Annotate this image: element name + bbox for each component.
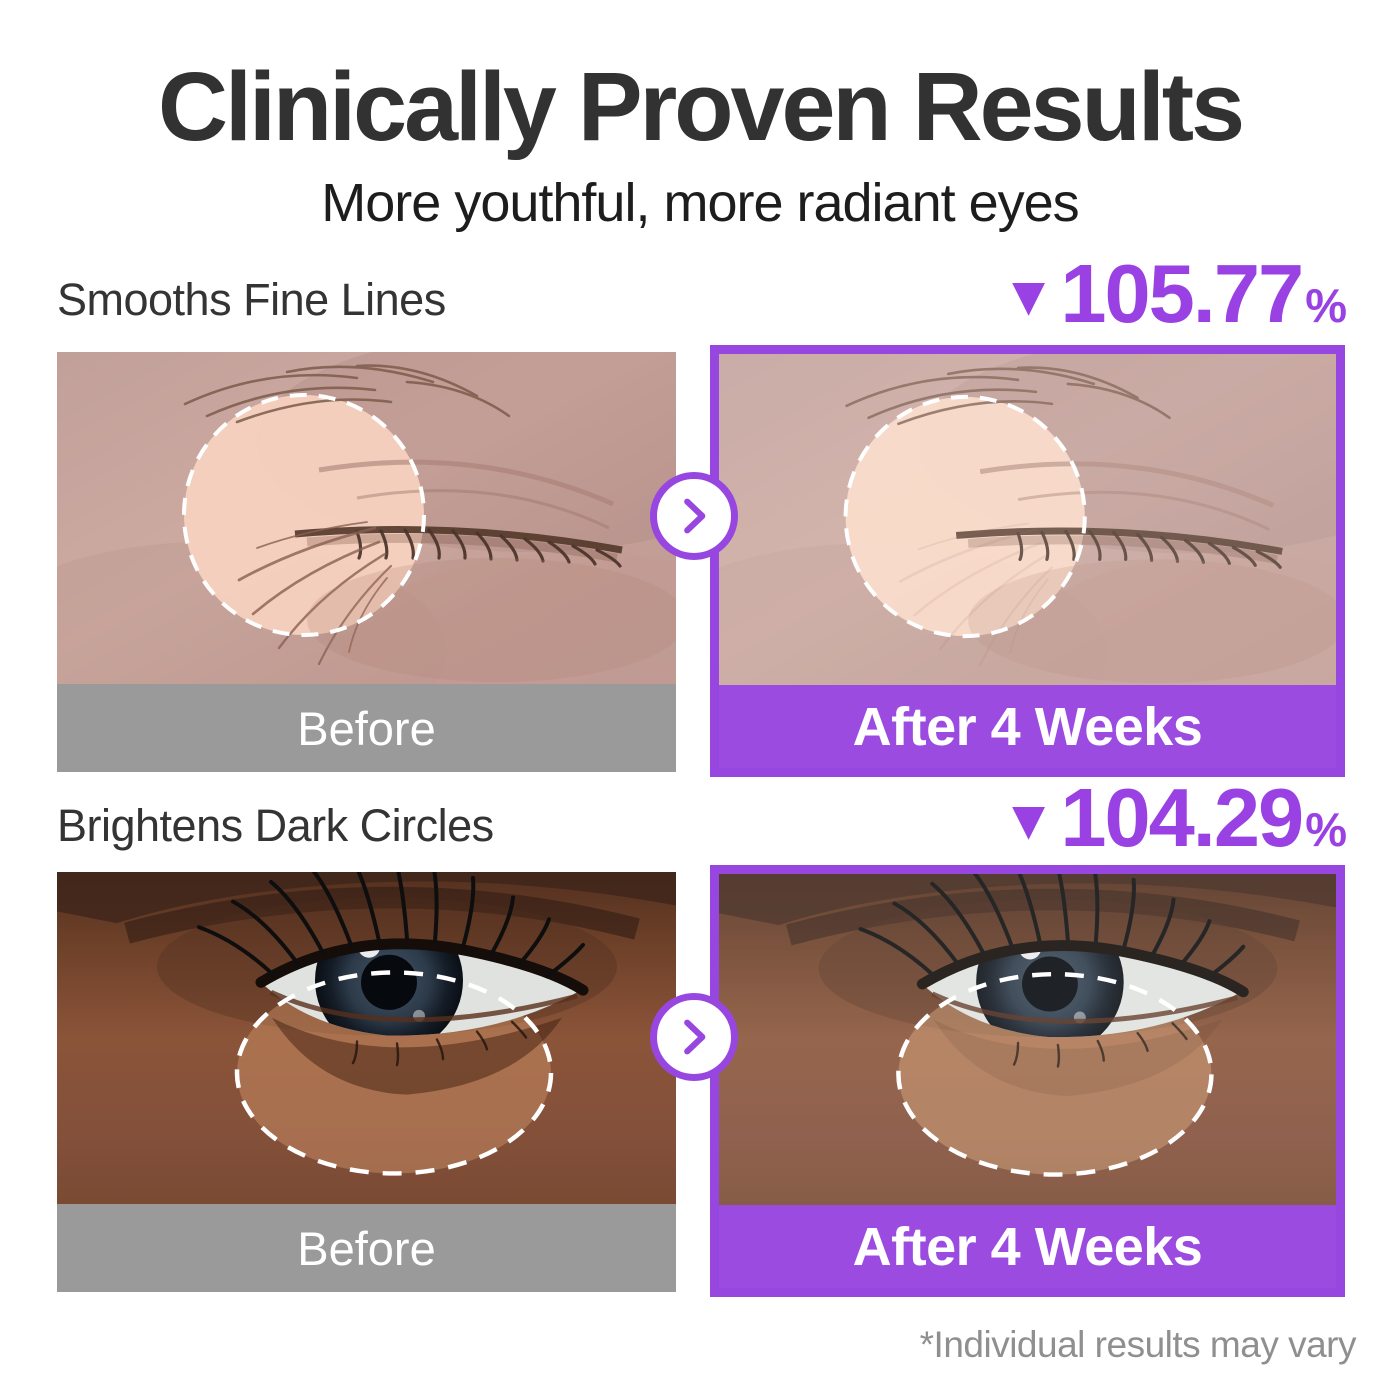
comparison-row-dark-circles: Before After 4 Weeks	[57, 865, 1345, 1297]
before-caption: Before	[57, 684, 676, 772]
arrow-badge	[650, 993, 738, 1081]
decrease-triangle-icon: ▼	[1000, 788, 1057, 851]
metric-unit: %	[1305, 279, 1347, 332]
before-caption: Before	[57, 1204, 676, 1292]
claim-label-fine-lines: Smooths Fine Lines	[57, 274, 446, 325]
claim-label-dark-circles: Brightens Dark Circles	[57, 800, 494, 851]
decrease-triangle-icon: ▼	[1000, 264, 1057, 327]
page-title: Clinically Proven Results	[157, 52, 1245, 161]
after-caption: After 4 Weeks	[719, 1205, 1336, 1288]
after-caption: After 4 Weeks	[719, 685, 1336, 768]
chevron-right-icon	[684, 1019, 706, 1055]
metric-unit: %	[1305, 803, 1347, 856]
disclaimer: *Individual results may vary	[919, 1324, 1357, 1365]
improvement-metric-fine-lines: ▼ 105.77 %	[1000, 247, 1347, 340]
chevron-right-icon	[684, 498, 706, 534]
before-photo-closed-eye	[57, 352, 676, 684]
metric-value: 104.29	[1060, 771, 1304, 864]
after-photo-closed-eye	[719, 354, 1336, 685]
metric-value: 105.77	[1060, 247, 1304, 340]
after-panel: After 4 Weeks	[710, 345, 1345, 777]
after-panel: After 4 Weeks	[710, 865, 1345, 1297]
improvement-metric-dark-circles: ▼ 104.29 %	[1000, 771, 1347, 864]
comparison-row-fine-lines: Before After 4 Weeks	[57, 345, 1345, 777]
before-photo-open-eye	[57, 872, 676, 1204]
before-panel: Before	[57, 352, 676, 772]
after-photo-open-eye	[719, 874, 1336, 1205]
arrow-badge	[650, 472, 738, 560]
page-subtitle: More youthful, more radiant eyes	[321, 173, 1079, 233]
before-panel: Before	[57, 872, 676, 1292]
